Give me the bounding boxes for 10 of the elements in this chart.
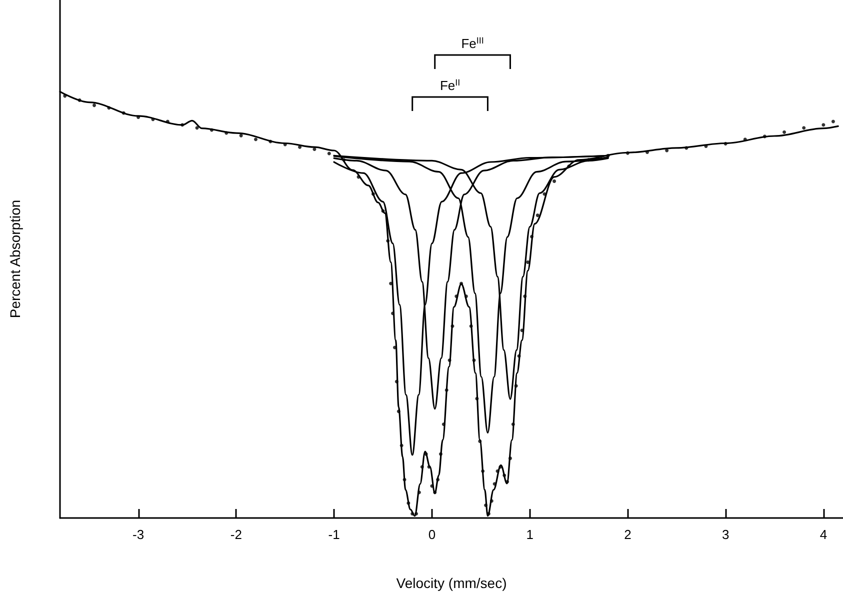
y-axis-title: Percent Absorption: [7, 200, 23, 318]
x-tick-label: 3: [722, 527, 730, 542]
x-tick-label: -2: [230, 527, 242, 542]
x-tick-label: -3: [132, 527, 144, 542]
x-tick-label: -1: [328, 527, 340, 542]
x-tick-label: 1: [526, 527, 534, 542]
x-tick-label: 4: [820, 527, 828, 542]
x-tick-label: 0: [428, 527, 436, 542]
x-tick-label: 2: [624, 527, 632, 542]
x-axis-title: Velocity (mm/sec): [396, 575, 507, 591]
